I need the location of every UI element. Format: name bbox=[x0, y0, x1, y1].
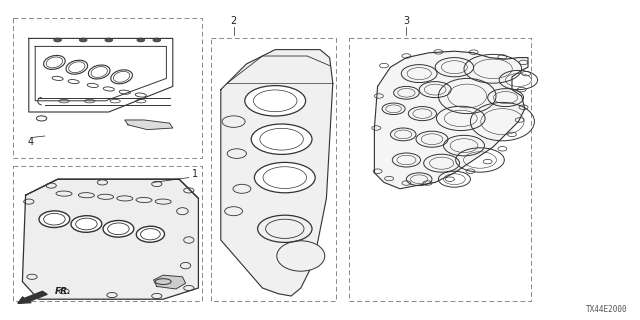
Ellipse shape bbox=[39, 211, 70, 228]
Ellipse shape bbox=[66, 60, 88, 74]
Ellipse shape bbox=[44, 55, 65, 69]
Circle shape bbox=[137, 38, 145, 42]
Ellipse shape bbox=[103, 220, 134, 237]
Polygon shape bbox=[125, 120, 173, 130]
Ellipse shape bbox=[71, 216, 102, 232]
Text: 1: 1 bbox=[192, 169, 198, 180]
Polygon shape bbox=[22, 179, 198, 299]
Text: 2: 2 bbox=[230, 16, 237, 26]
Text: FR.: FR. bbox=[54, 287, 71, 296]
Text: 3: 3 bbox=[403, 16, 410, 26]
Polygon shape bbox=[221, 50, 333, 296]
Text: TX44E2000: TX44E2000 bbox=[586, 305, 627, 314]
Circle shape bbox=[153, 38, 161, 42]
Ellipse shape bbox=[255, 163, 315, 193]
Ellipse shape bbox=[88, 65, 110, 79]
Circle shape bbox=[105, 38, 113, 42]
Circle shape bbox=[54, 38, 61, 42]
Circle shape bbox=[79, 38, 87, 42]
FancyArrow shape bbox=[18, 291, 47, 303]
Polygon shape bbox=[374, 51, 528, 189]
Ellipse shape bbox=[252, 124, 312, 155]
Polygon shape bbox=[154, 275, 186, 289]
Ellipse shape bbox=[111, 70, 132, 84]
Text: 4: 4 bbox=[28, 137, 34, 148]
Ellipse shape bbox=[136, 226, 164, 242]
Ellipse shape bbox=[276, 241, 324, 271]
Ellipse shape bbox=[244, 86, 306, 116]
